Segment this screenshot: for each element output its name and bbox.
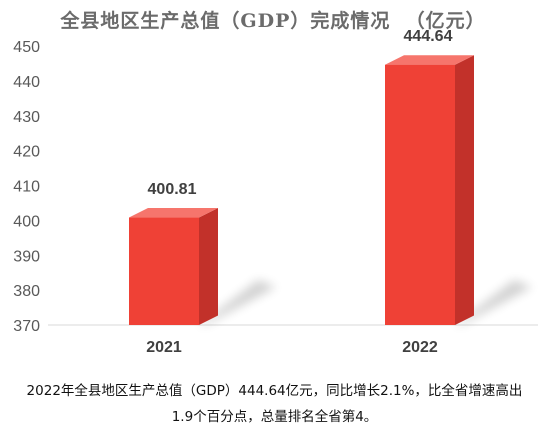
bar-top — [385, 55, 474, 65]
bar-chart: 370 380 390 400 410 420 430 440 450 2021 2022 400… — [13, 28, 538, 356]
chart-title: 全县地区生产总值（GDP）完成情况 （亿元） — [60, 10, 486, 32]
data-label: 444.64 — [404, 28, 453, 45]
bar-shadow — [455, 280, 532, 325]
bar-side — [199, 208, 218, 325]
y-tick-label: 400 — [13, 213, 40, 230]
bar-top — [129, 208, 218, 218]
x-axis: 2021 2022 — [146, 339, 438, 356]
bar-front — [129, 217, 199, 325]
y-tick-label: 430 — [13, 109, 40, 126]
y-tick-label: 380 — [13, 283, 40, 300]
y-tick-label: 390 — [13, 248, 40, 265]
y-tick-label: 420 — [13, 144, 40, 161]
bar-shadow — [199, 280, 276, 325]
bar-front — [385, 64, 455, 326]
data-labels: 400.81 444.64 — [148, 28, 453, 198]
bars — [129, 55, 532, 326]
y-tick-label: 440 — [13, 74, 40, 91]
y-tick-label: 410 — [13, 179, 40, 196]
y-axis: 370 380 390 400 410 420 430 440 450 — [13, 39, 40, 335]
bar-side — [455, 55, 474, 326]
data-label: 400.81 — [148, 181, 197, 198]
bar-2021 — [129, 208, 276, 325]
x-category-label: 2021 — [146, 339, 182, 356]
bar-2022 — [385, 55, 532, 326]
chart-caption: 2022年全县地区生产总值（GDP）444.64亿元，同比增长2.1%，比全省增… — [26, 383, 523, 425]
y-tick-label: 370 — [13, 318, 40, 335]
x-category-label: 2022 — [402, 339, 438, 356]
y-tick-label: 450 — [13, 39, 40, 56]
